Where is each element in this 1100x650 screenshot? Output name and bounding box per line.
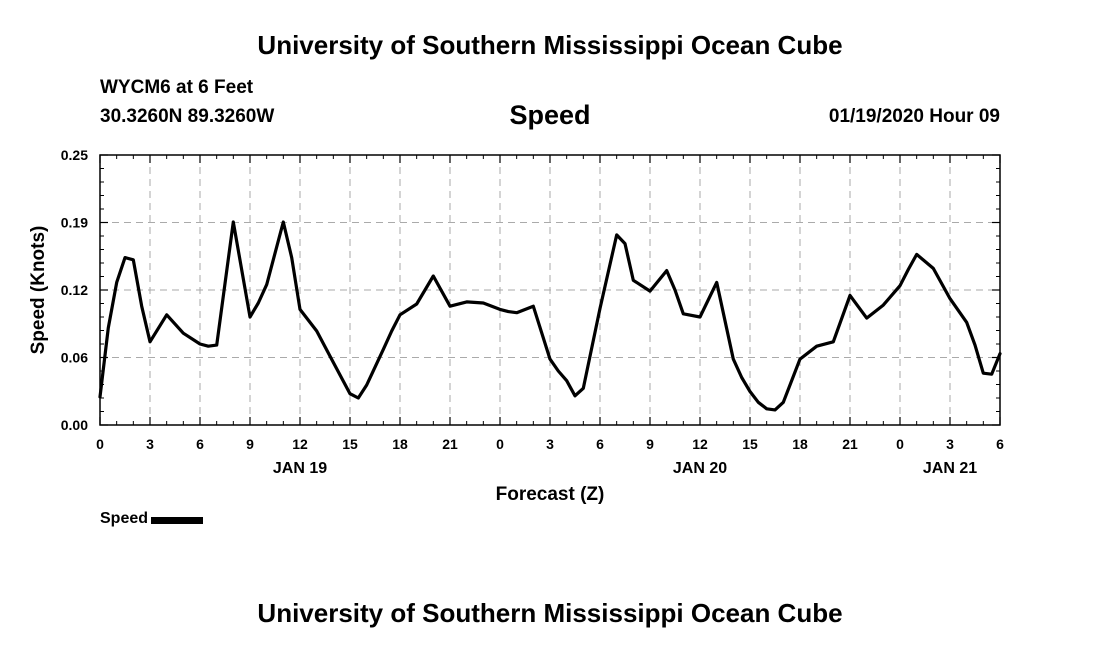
station-label: WYCM6 at 6 Feet bbox=[100, 77, 254, 98]
x-axis-title: Forecast (Z) bbox=[496, 484, 605, 505]
x-tick-label: 0 bbox=[496, 436, 504, 452]
legend-swatch bbox=[151, 517, 204, 524]
y-tick-label: 0.19 bbox=[61, 215, 88, 231]
footer-title: University of Southern Mississippi Ocean… bbox=[257, 598, 843, 628]
coordinates-label: 30.3260N 89.3260W bbox=[100, 106, 275, 127]
x-tick-label: 0 bbox=[96, 436, 104, 452]
y-tick-label: 0.06 bbox=[61, 350, 88, 366]
plot-frame bbox=[99, 154, 1001, 426]
chart-title: Speed bbox=[509, 100, 591, 130]
datetime-label: 01/19/2020 Hour 09 bbox=[828, 106, 1000, 127]
series-layer bbox=[98, 220, 1002, 412]
x-tick-label: 21 bbox=[442, 436, 458, 452]
x-tick-label: 3 bbox=[546, 436, 554, 452]
legend-label: Speed bbox=[100, 510, 149, 527]
x-tick-label: 18 bbox=[792, 436, 808, 452]
x-tick-label: 6 bbox=[996, 436, 1004, 452]
x-tick-label: 0 bbox=[896, 436, 904, 452]
x-tick-label: 12 bbox=[292, 436, 308, 452]
tick-labels: 0 3 6 9 12 15 18 21 0 3 6 9 12 15 18 21 0 3 6 0.00 0.06 0.12 0… bbox=[61, 147, 1004, 477]
x-tick-label: 15 bbox=[342, 436, 358, 452]
x-tick-label: 12 bbox=[692, 436, 708, 452]
date-label: JAN 19 bbox=[273, 460, 327, 477]
x-tick-label: 15 bbox=[742, 436, 758, 452]
x-tick-label: 9 bbox=[646, 436, 654, 452]
speed-series-line bbox=[98, 220, 1002, 412]
y-tick-label: 0.12 bbox=[61, 282, 88, 298]
date-label: JAN 21 bbox=[923, 460, 977, 477]
x-tick-label: 6 bbox=[596, 436, 604, 452]
y-tick-label: 0.25 bbox=[61, 147, 88, 163]
page-title: University of Southern Mississippi Ocean… bbox=[257, 30, 843, 60]
date-label: JAN 20 bbox=[673, 460, 727, 477]
x-tick-label: 21 bbox=[842, 436, 858, 452]
y-axis-title: Speed (Knots) bbox=[28, 226, 49, 355]
x-tick-label: 6 bbox=[196, 436, 204, 452]
x-tick-label: 3 bbox=[146, 436, 154, 452]
x-tick-label: 9 bbox=[246, 436, 254, 452]
legend: Speed bbox=[100, 510, 204, 528]
x-tick-label: 18 bbox=[392, 436, 408, 452]
grid-lines bbox=[100, 155, 1000, 425]
x-tick-label: 3 bbox=[946, 436, 954, 452]
y-tick-label: 0.00 bbox=[61, 417, 88, 433]
